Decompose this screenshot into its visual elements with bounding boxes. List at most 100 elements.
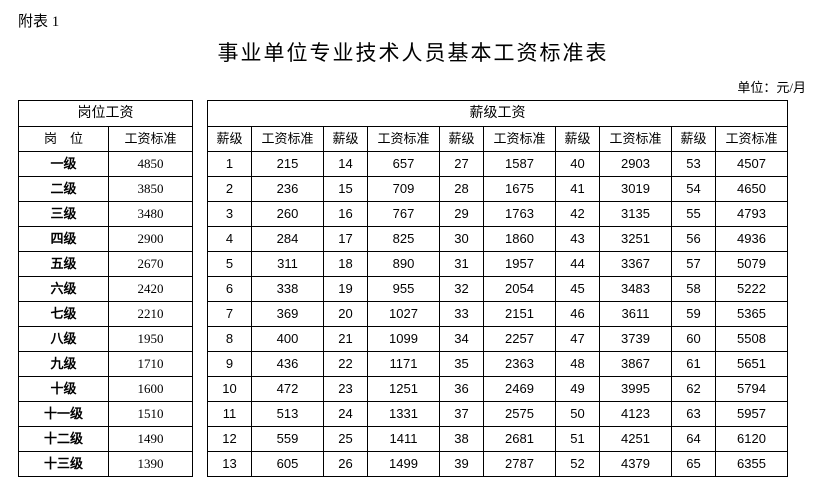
level-cell: 55	[672, 202, 716, 227]
level-cell: 22	[324, 352, 368, 377]
right-table-group-header: 薪级工资	[208, 101, 788, 127]
level-cell: 26	[324, 452, 368, 477]
std-cell: 1490	[109, 427, 193, 452]
amount-cell: 3867	[600, 352, 672, 377]
amount-cell: 825	[368, 227, 440, 252]
table-row: 8400211099342257473739605508	[208, 327, 788, 352]
level-cell: 34	[440, 327, 484, 352]
table-row: 五级2670	[19, 252, 193, 277]
level-cell: 40	[556, 152, 600, 177]
amount-cell: 709	[368, 177, 440, 202]
table-row: 一级4850	[19, 152, 193, 177]
amount-cell: 2681	[484, 427, 556, 452]
amount-cell: 2054	[484, 277, 556, 302]
level-cell: 8	[208, 327, 252, 352]
level-cell: 65	[672, 452, 716, 477]
amount-cell: 559	[252, 427, 324, 452]
level-cell: 36	[440, 377, 484, 402]
amount-cell: 5222	[716, 277, 788, 302]
rank-cell: 一级	[19, 152, 109, 177]
level-cell: 23	[324, 377, 368, 402]
amount-cell: 3251	[600, 227, 672, 252]
amount-cell: 369	[252, 302, 324, 327]
level-cell: 64	[672, 427, 716, 452]
std-cell: 1710	[109, 352, 193, 377]
amount-cell: 3135	[600, 202, 672, 227]
level-cell: 29	[440, 202, 484, 227]
rank-cell: 七级	[19, 302, 109, 327]
table-row: 四级2900	[19, 227, 193, 252]
amount-cell: 3995	[600, 377, 672, 402]
amount-cell: 3739	[600, 327, 672, 352]
amount-cell: 6355	[716, 452, 788, 477]
level-cell: 51	[556, 427, 600, 452]
table-row: 223615709281675413019544650	[208, 177, 788, 202]
tables-container: 岗位工资 岗 位 工资标准 一级4850二级3850三级3480四级2900五级…	[18, 100, 808, 477]
level-cell: 39	[440, 452, 484, 477]
unit-label: 单位：元/月	[18, 77, 808, 96]
amount-cell: 4123	[600, 402, 672, 427]
std-cell: 1950	[109, 327, 193, 352]
rank-cell: 十二级	[19, 427, 109, 452]
level-cell: 49	[556, 377, 600, 402]
amount-cell: 4507	[716, 152, 788, 177]
level-cell: 21	[324, 327, 368, 352]
level-cell: 31	[440, 252, 484, 277]
level-cell: 50	[556, 402, 600, 427]
amount-cell: 767	[368, 202, 440, 227]
table-row: 633819955322054453483585222	[208, 277, 788, 302]
level-cell: 13	[208, 452, 252, 477]
left-table-col-std-header: 工资标准	[109, 127, 193, 152]
level-cell: 11	[208, 402, 252, 427]
amount-cell: 2787	[484, 452, 556, 477]
amount-cell: 1763	[484, 202, 556, 227]
amount-cell: 311	[252, 252, 324, 277]
right-col-amount-header: 工资标准	[716, 127, 788, 152]
amount-cell: 2903	[600, 152, 672, 177]
std-cell: 2420	[109, 277, 193, 302]
table-row: 9436221171352363483867615651	[208, 352, 788, 377]
table-row: 11513241331372575504123635957	[208, 402, 788, 427]
amount-cell: 1587	[484, 152, 556, 177]
amount-cell: 284	[252, 227, 324, 252]
table-row: 10472231251362469493995625794	[208, 377, 788, 402]
level-cell: 27	[440, 152, 484, 177]
amount-cell: 4650	[716, 177, 788, 202]
std-cell: 2210	[109, 302, 193, 327]
level-cell: 61	[672, 352, 716, 377]
std-cell: 1510	[109, 402, 193, 427]
left-table-col-rank-header: 岗 位	[19, 127, 109, 152]
rank-cell: 五级	[19, 252, 109, 277]
level-cell: 47	[556, 327, 600, 352]
amount-cell: 1499	[368, 452, 440, 477]
table-row: 二级3850	[19, 177, 193, 202]
amount-cell: 215	[252, 152, 324, 177]
left-table-group-header: 岗位工资	[19, 101, 193, 127]
table-row: 十一级1510	[19, 402, 193, 427]
level-cell: 45	[556, 277, 600, 302]
amount-cell: 436	[252, 352, 324, 377]
amount-cell: 2257	[484, 327, 556, 352]
level-cell: 32	[440, 277, 484, 302]
right-col-amount-header: 工资标准	[600, 127, 672, 152]
level-cell: 37	[440, 402, 484, 427]
amount-cell: 5794	[716, 377, 788, 402]
right-col-level-header: 薪级	[672, 127, 716, 152]
amount-cell: 1675	[484, 177, 556, 202]
amount-cell: 3611	[600, 302, 672, 327]
level-cell: 38	[440, 427, 484, 452]
amount-cell: 1331	[368, 402, 440, 427]
amount-cell: 657	[368, 152, 440, 177]
level-cell: 62	[672, 377, 716, 402]
level-cell: 30	[440, 227, 484, 252]
level-cell: 1	[208, 152, 252, 177]
level-cell: 44	[556, 252, 600, 277]
right-col-level-header: 薪级	[440, 127, 484, 152]
amount-cell: 6120	[716, 427, 788, 452]
amount-cell: 1860	[484, 227, 556, 252]
amount-cell: 2363	[484, 352, 556, 377]
level-cell: 41	[556, 177, 600, 202]
right-col-level-header: 薪级	[324, 127, 368, 152]
level-cell: 9	[208, 352, 252, 377]
level-cell: 42	[556, 202, 600, 227]
